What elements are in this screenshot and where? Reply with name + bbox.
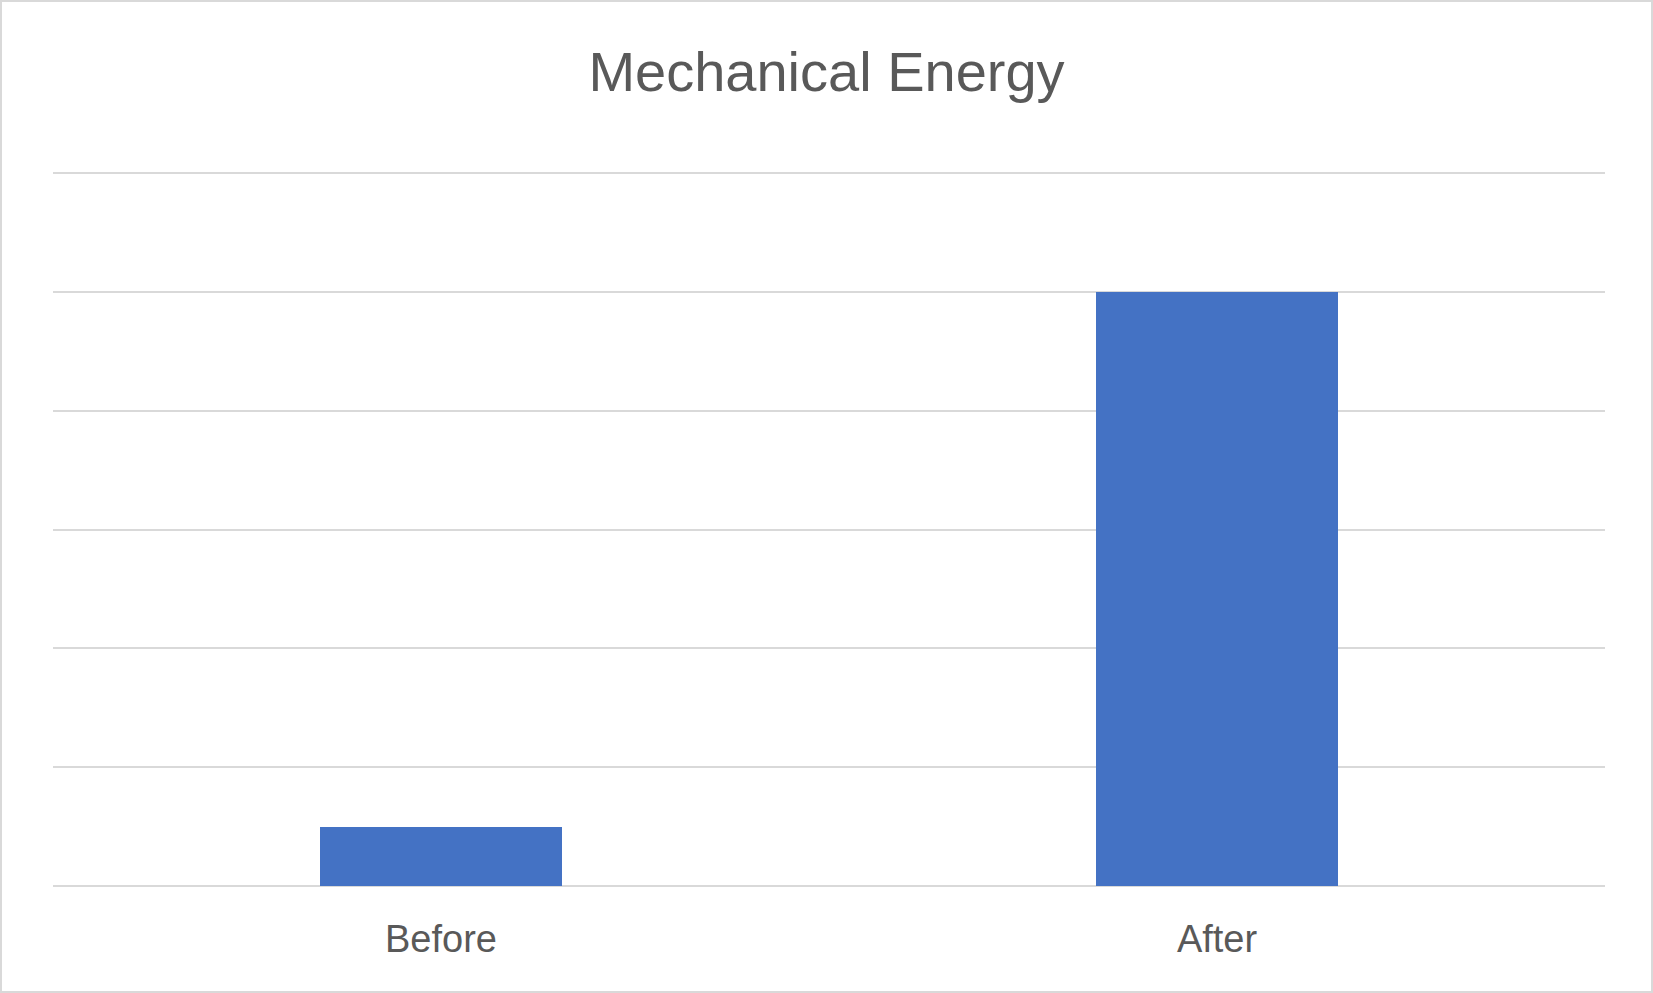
bar-before (320, 827, 562, 886)
x-axis-label: After (1177, 920, 1257, 958)
gridline (53, 291, 1605, 293)
bar-after (1096, 292, 1338, 886)
plot-area (53, 173, 1605, 886)
x-axis-label: Before (385, 920, 497, 958)
gridline (53, 766, 1605, 768)
gridline (53, 410, 1605, 412)
gridline (53, 529, 1605, 531)
chart-canvas: Mechanical Energy Before After (0, 0, 1653, 993)
chart-title: Mechanical Energy (2, 44, 1651, 100)
x-axis-line (53, 885, 1605, 887)
gridline (53, 647, 1605, 649)
gridline (53, 172, 1605, 174)
